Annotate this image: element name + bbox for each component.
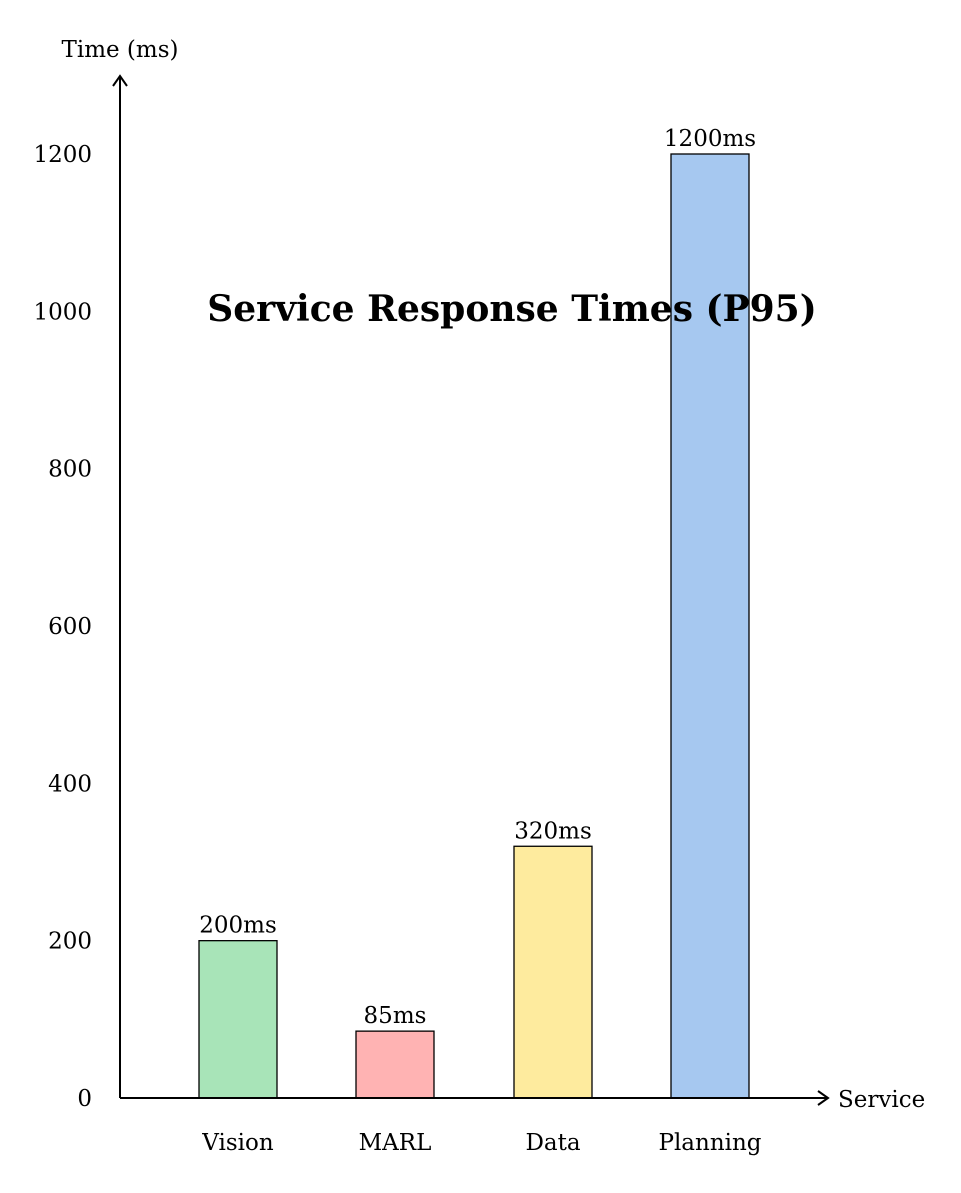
data-labels-group: 200ms 85ms 320ms 1200ms bbox=[199, 126, 756, 1029]
y-tick-label-600: 600 bbox=[48, 614, 92, 640]
data-label-planning: 1200ms bbox=[664, 126, 756, 152]
data-label-data: 320ms bbox=[514, 818, 592, 844]
y-axis-title: Time (ms) bbox=[62, 37, 179, 63]
y-tick-label-200: 200 bbox=[48, 929, 92, 955]
bar-planning bbox=[670, 153, 750, 1099]
y-tick-label-800: 800 bbox=[48, 457, 92, 483]
x-axis-arrow bbox=[817, 1090, 830, 1106]
bar-data bbox=[513, 845, 593, 1099]
chart-title: Service Response Times (P95) bbox=[207, 288, 816, 330]
x-tick-label-planning: Planning bbox=[658, 1130, 761, 1156]
x-axis-title: Service bbox=[838, 1087, 925, 1113]
data-label-vision: 200ms bbox=[199, 913, 277, 939]
y-tick-label-400: 400 bbox=[48, 771, 92, 797]
x-tick-label-marl: MARL bbox=[359, 1130, 432, 1156]
y-tick-label-1200: 1200 bbox=[33, 142, 92, 168]
y-tick-labels-group: 0 200 400 600 800 1000 1200 bbox=[33, 142, 92, 1112]
x-tick-label-data: Data bbox=[525, 1130, 580, 1156]
bars-group bbox=[198, 153, 750, 1099]
bar-vision bbox=[198, 940, 278, 1099]
x-tick-label-vision: Vision bbox=[201, 1130, 274, 1156]
y-axis-arrow bbox=[112, 74, 128, 87]
x-tick-labels-group: Vision MARL Data Planning bbox=[201, 1130, 762, 1156]
data-label-marl: 85ms bbox=[364, 1003, 427, 1029]
y-tick-label-1000: 1000 bbox=[33, 299, 92, 325]
y-tick-label-0: 0 bbox=[77, 1086, 92, 1112]
bar-marl bbox=[355, 1030, 435, 1099]
